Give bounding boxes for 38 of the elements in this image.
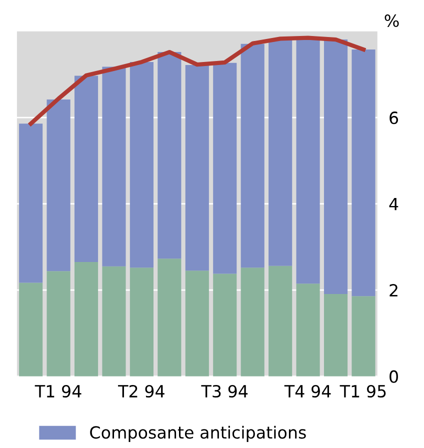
bar	[296, 284, 320, 376]
bar	[213, 62, 237, 274]
bar	[352, 49, 376, 296]
bar	[158, 52, 182, 259]
bar	[102, 66, 126, 266]
bar	[213, 274, 237, 376]
bar	[240, 44, 264, 268]
bar	[324, 40, 348, 294]
bar	[268, 266, 292, 376]
y-tick-label: 0	[390, 370, 398, 383]
bar	[74, 262, 98, 376]
bar	[130, 268, 154, 376]
legend-label: Composante anticipations	[90, 426, 306, 442]
bar	[296, 39, 320, 284]
bar	[46, 271, 70, 376]
x-tick-label: T3 94	[201, 384, 248, 398]
bar	[102, 266, 126, 376]
x-tick-label: T2 94	[118, 384, 164, 398]
bar	[324, 294, 348, 376]
bar	[268, 39, 292, 266]
y-axis-title: %	[384, 14, 399, 28]
bar	[74, 76, 98, 262]
bar	[130, 62, 154, 268]
y-tick-label: 4	[389, 198, 398, 210]
bar	[240, 268, 264, 376]
line-series	[28, 36, 366, 126]
bar	[19, 282, 43, 376]
bar	[46, 99, 70, 272]
x-tick-label: T1 95	[340, 384, 386, 398]
x-tick-label: T1 94	[34, 384, 82, 398]
y-tick-label: 6	[390, 112, 398, 124]
bar	[19, 124, 43, 283]
bar	[185, 64, 209, 271]
bar	[185, 270, 209, 376]
bar	[158, 258, 182, 376]
bar	[352, 296, 376, 376]
y-tick-label: 2	[390, 284, 398, 296]
x-tick-label: T4 94	[284, 384, 331, 398]
